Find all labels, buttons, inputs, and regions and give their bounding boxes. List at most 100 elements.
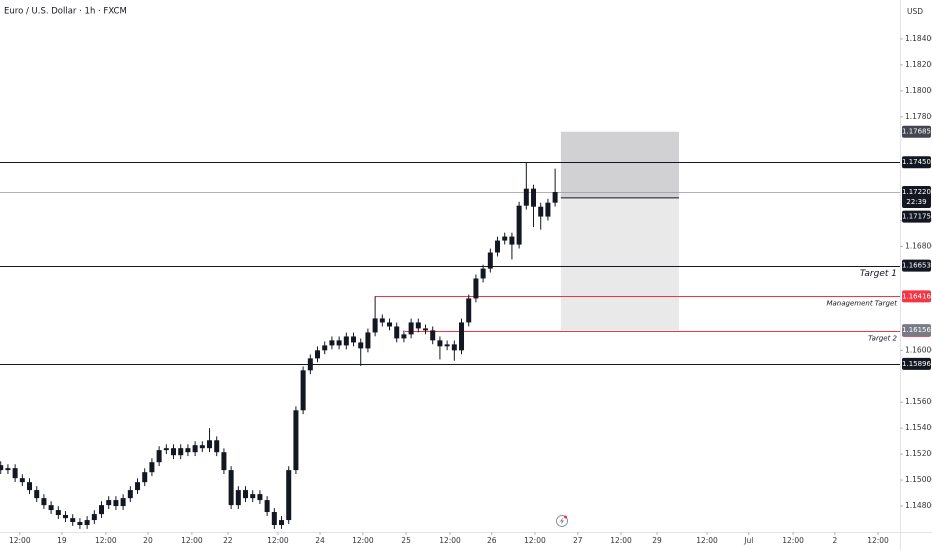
x-tick-label: 12:00 (352, 536, 374, 545)
price-label-box (902, 259, 931, 272)
level-name: Target 1 (860, 269, 897, 279)
x-tick-label: 2 (832, 536, 837, 545)
candle-body (214, 440, 220, 453)
candle-body (538, 206, 544, 217)
candle-body (545, 202, 551, 217)
x-tick-label: 25 (401, 536, 411, 545)
price-label-box (902, 290, 931, 303)
candle-body (5, 468, 11, 471)
candle-body (207, 440, 213, 449)
x-tick-label: 12:00 (610, 536, 632, 545)
candle-body (444, 344, 450, 347)
candle-body (358, 342, 364, 349)
candle-body (235, 490, 241, 506)
candle-body (279, 520, 285, 525)
level-name: Target 2 (868, 335, 897, 343)
candle-body (394, 326, 400, 339)
candle-body (120, 498, 126, 507)
candle-body (531, 188, 537, 207)
candle-body (243, 490, 249, 499)
candle-body (415, 322, 421, 329)
price-label-box (902, 324, 931, 337)
price-label: 1.17450 (902, 158, 931, 166)
candle-body (250, 494, 256, 499)
y-tick-label: 1.15200 (905, 449, 932, 458)
x-tick-label: 12:00 (267, 536, 289, 545)
x-tick-label: 12:00 (696, 536, 718, 545)
candle-body (293, 410, 299, 471)
price-label: 1.15896 (902, 360, 931, 368)
candle-body (473, 278, 479, 299)
x-tick-label: 12:00 (867, 536, 889, 545)
x-tick-label: 27 (573, 536, 583, 545)
candle-body (55, 510, 61, 516)
candle-body (84, 520, 90, 525)
price-label-box (902, 186, 931, 209)
candle-body (142, 472, 148, 483)
candle-body (286, 470, 292, 521)
candle-body (459, 322, 465, 351)
replay-icon[interactable] (556, 515, 568, 527)
y-tick-label: 1.18200 (905, 60, 932, 69)
candle-body (322, 345, 328, 351)
level-name: Management Target (826, 300, 897, 308)
price-label-box (902, 156, 931, 169)
countdown-label: 22:39 (906, 198, 926, 206)
candle-body (480, 268, 486, 279)
y-tick-label: 1.15000 (905, 475, 932, 484)
candle-body (379, 318, 385, 323)
price-label-box (902, 357, 931, 370)
price-label: 1.17685 (902, 128, 931, 136)
candle-body (34, 490, 40, 499)
y-tick-label: 1.15600 (905, 397, 932, 406)
candle-body (271, 512, 277, 525)
candle-body (156, 450, 162, 463)
price-axis: 1.184001.182001.180001.178001.170001.168… (900, 34, 932, 510)
x-tick-label: 26 (487, 536, 497, 545)
price-label: 1.16156 (902, 326, 931, 334)
stop-zone (560, 131, 679, 198)
candle-body (307, 358, 313, 371)
candle-body (329, 340, 335, 346)
candle-body (257, 494, 263, 501)
candle-body (423, 328, 429, 331)
candle-body (401, 334, 407, 339)
currency-label[interactable]: USD (907, 7, 923, 16)
y-tick-label: 1.15400 (905, 423, 932, 432)
x-tick-label: 20 (143, 536, 153, 545)
y-tick-label: 1.14800 (905, 501, 932, 510)
symbol-title[interactable]: Euro / U.S. Dollar · 1h · FXCM (4, 7, 127, 17)
y-tick-label: 1.16800 (905, 242, 932, 251)
candle-body (199, 445, 205, 449)
x-tick-label: 22 (223, 536, 233, 545)
candle-body (300, 370, 306, 411)
x-tick-label: 12:00 (181, 536, 203, 545)
candle-body (91, 514, 97, 521)
x-tick-label: 12:00 (782, 536, 804, 545)
candle-body (509, 236, 515, 245)
candle-body (552, 192, 558, 203)
candle-body (408, 322, 414, 335)
candle-body (41, 498, 47, 506)
candle-body (351, 336, 357, 343)
price-label: 1.17220 (902, 188, 931, 196)
price-label: 1.16653 (902, 262, 931, 270)
x-tick-label: 12:00 (524, 536, 546, 545)
candle-body (113, 500, 119, 507)
price-label-box (902, 125, 931, 138)
candle-body (27, 482, 33, 491)
candle-body (387, 322, 393, 327)
candle-body (185, 448, 191, 453)
candle-body (487, 252, 493, 269)
candle-body (315, 350, 321, 359)
y-tick-label: 1.18400 (905, 34, 932, 43)
target-zone (560, 197, 679, 331)
candle-body (77, 522, 83, 525)
candle-body (466, 298, 472, 323)
x-tick-label: 12:00 (439, 536, 461, 545)
x-tick-label: 19 (57, 536, 67, 545)
x-tick-label: 29 (652, 536, 662, 545)
candle-body (264, 500, 270, 513)
candle-body (523, 188, 529, 206)
